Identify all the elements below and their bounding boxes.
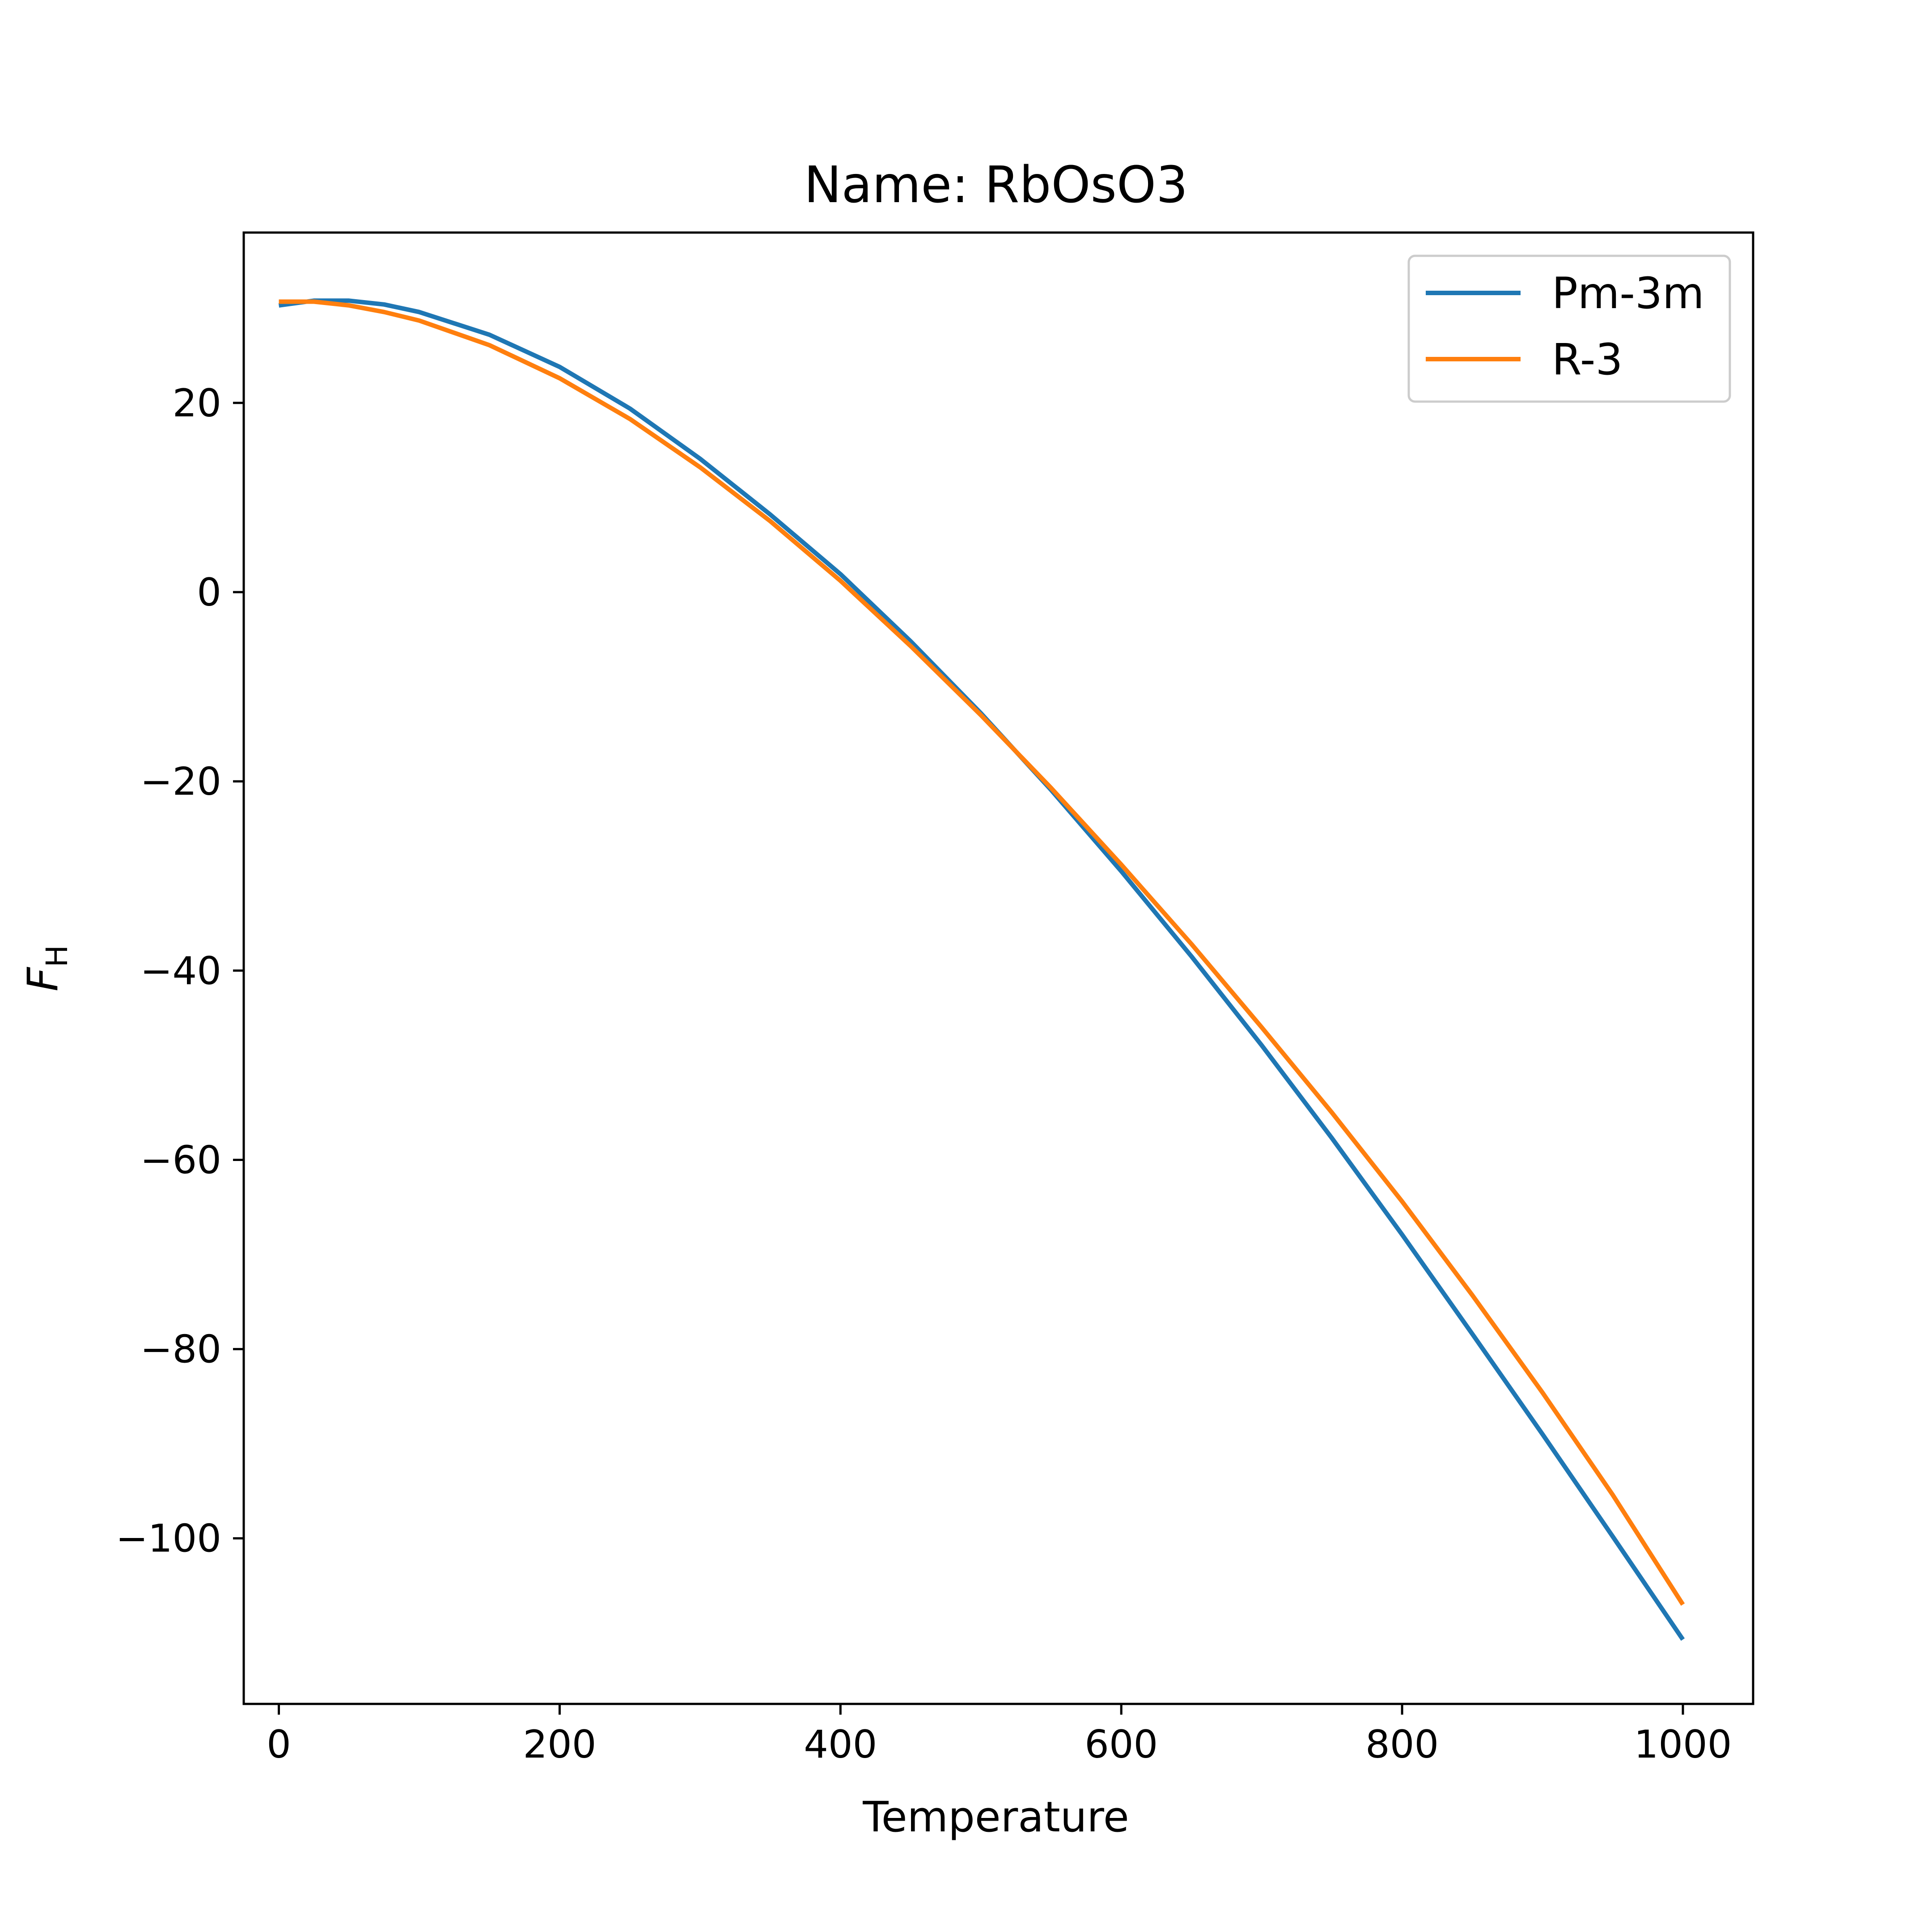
y-tick-label: −40: [140, 949, 222, 993]
svg-text:FH: FH: [19, 945, 74, 991]
x-tick-label: 1000: [1634, 1722, 1732, 1767]
legend-label-r-3: R-3: [1552, 335, 1623, 385]
x-tick-label: 400: [804, 1722, 877, 1767]
x-tick-label: 200: [523, 1722, 596, 1767]
x-tick-label: 600: [1085, 1722, 1158, 1767]
y-tick-label: −20: [140, 759, 222, 804]
legend-label-pm-3m: Pm-3m: [1552, 268, 1704, 318]
x-tick-label: 800: [1365, 1722, 1439, 1767]
plot-frame: [242, 231, 1754, 1705]
y-tick-label: 0: [197, 570, 221, 615]
x-axis: 0 200 400 600 800 1000: [267, 1704, 1732, 1767]
series-line-r-3: [279, 299, 1685, 1606]
y-tick-label: 20: [173, 381, 221, 426]
y-tick-label: −100: [116, 1517, 221, 1561]
y-axis-label-subscript: H: [40, 945, 74, 967]
chart-title: Name: RbOsO3: [804, 156, 1188, 214]
y-tick-label: −80: [140, 1327, 222, 1372]
y-tick-label: −60: [140, 1138, 222, 1182]
legend: Pm-3m R-3: [1407, 254, 1731, 403]
y-axis-label-main: F: [19, 966, 68, 991]
x-tick-label: 0: [267, 1722, 291, 1767]
x-axis-label: Temperature: [862, 1793, 1129, 1842]
y-axis: 20 0 −20 −40 −60 −80 −100: [116, 381, 244, 1561]
y-axis-label: FH: [19, 945, 74, 991]
series-line-pm-3m: [278, 298, 1685, 1641]
series-layer: [278, 298, 1685, 1641]
